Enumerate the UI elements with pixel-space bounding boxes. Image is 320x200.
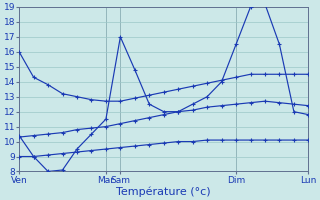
X-axis label: Température (°c): Température (°c) [116,186,211,197]
